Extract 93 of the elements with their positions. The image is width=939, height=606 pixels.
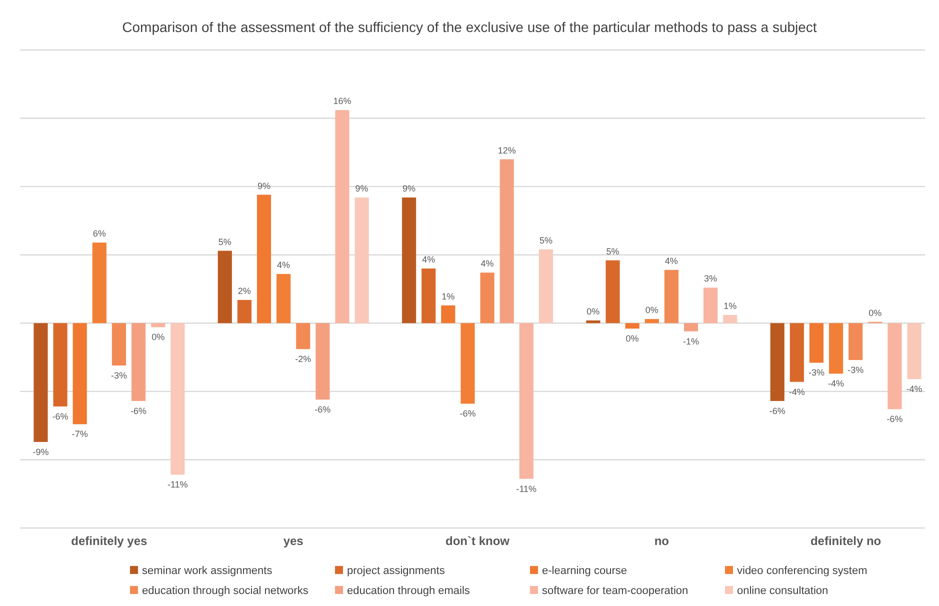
data-label: 4% [664, 256, 678, 266]
bar [170, 323, 185, 475]
data-label: 9% [402, 183, 416, 194]
data-label: 16% [333, 96, 352, 106]
bar [480, 272, 494, 324]
bar [112, 323, 126, 366]
bar [723, 314, 738, 324]
bar [828, 323, 844, 374]
data-label: 0% [152, 332, 165, 342]
bar [907, 323, 922, 380]
data-label: -6% [52, 411, 68, 422]
x-tick-label: definitely no [810, 534, 882, 548]
data-label: 9% [355, 183, 368, 194]
data-label: -6% [314, 404, 331, 415]
bar [704, 288, 718, 324]
data-label: 0% [645, 305, 658, 316]
data-label: 5% [539, 235, 552, 246]
bar [296, 323, 310, 350]
bar [606, 260, 620, 324]
bar [684, 323, 698, 332]
bar [888, 323, 902, 410]
bar [519, 323, 534, 479]
data-label: 3% [704, 274, 718, 284]
bar [354, 197, 369, 324]
bar [92, 242, 106, 324]
bar [538, 249, 554, 324]
chart-title: Comparison of the assessment of the sufficiency of the exclusive use of the particular methods to pass a subject [122, 19, 817, 35]
bar [237, 300, 252, 324]
bar [316, 323, 330, 400]
data-label: 5% [606, 246, 620, 256]
bar [500, 159, 514, 324]
bar [770, 323, 784, 401]
legend-label: education through emails [347, 585, 470, 597]
data-label: 12% [498, 145, 516, 156]
bar [586, 320, 600, 324]
legend-label: project assignments [347, 565, 446, 577]
data-label: -3% [848, 365, 864, 376]
bar [276, 274, 291, 324]
legend-label: education through social networks [142, 585, 309, 597]
bar [809, 323, 824, 363]
data-label: -4% [906, 384, 922, 394]
x-tick-label: no [654, 534, 669, 548]
data-label: -9% [32, 446, 49, 457]
bar [335, 110, 350, 324]
data-label: 4% [480, 258, 494, 269]
data-label: 9% [257, 180, 271, 191]
data-label: 0% [586, 306, 600, 316]
data-label: -6% [460, 408, 476, 419]
data-label: 6% [92, 228, 106, 239]
data-label: 2% [238, 286, 251, 296]
data-label: -1% [682, 336, 700, 346]
data-label: 1% [724, 300, 737, 311]
bar [256, 194, 272, 324]
bar [664, 270, 678, 324]
data-label: 4% [277, 260, 290, 270]
bar [218, 250, 232, 324]
bar [460, 323, 475, 404]
legend-label: online consultation [737, 585, 828, 597]
legend-label: e-learning course [542, 565, 627, 577]
data-label: -4% [788, 386, 805, 397]
bar [422, 268, 436, 324]
x-tick-label: don`t know [446, 534, 510, 548]
data-label: 0% [626, 334, 639, 344]
bar [53, 323, 68, 406]
bar [848, 323, 863, 360]
data-label: -2% [295, 354, 312, 364]
bar [441, 305, 456, 324]
data-label: -6% [769, 406, 786, 416]
data-label: 5% [218, 236, 232, 247]
data-label: -6% [886, 414, 903, 424]
x-tick-label: yes [283, 534, 304, 548]
data-label: 4% [422, 254, 436, 265]
bar [644, 319, 659, 324]
legend-label: video conferencing system [737, 565, 868, 577]
legend-label: seminar work assignments [142, 565, 273, 577]
data-label: -6% [130, 406, 147, 416]
data-label: 1% [442, 291, 455, 302]
bar [34, 323, 48, 442]
bar [131, 323, 146, 401]
bar [790, 323, 804, 382]
data-label: -11% [167, 480, 188, 490]
data-label: -7% [72, 429, 88, 440]
bar [402, 197, 416, 324]
bar [72, 323, 87, 424]
data-label: -4% [828, 378, 844, 389]
data-label: -3% [808, 368, 824, 378]
data-label: -3% [110, 370, 127, 380]
bar [625, 323, 640, 329]
legend-label: software for team-cooperation [542, 585, 688, 597]
data-label: -11% [516, 484, 537, 494]
bar [151, 323, 166, 328]
x-tick-label: definitely yes [71, 534, 148, 548]
data-label: 0% [868, 308, 882, 318]
